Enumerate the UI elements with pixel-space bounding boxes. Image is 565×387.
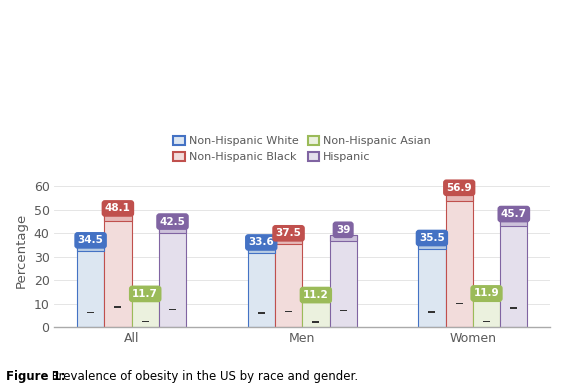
Bar bbox=[418, 244, 446, 249]
Text: 11.2: 11.2 bbox=[303, 290, 329, 300]
Y-axis label: Percentage: Percentage bbox=[15, 213, 28, 288]
Bar bbox=[105, 214, 132, 221]
Bar bbox=[142, 321, 149, 322]
Text: 34.5: 34.5 bbox=[77, 235, 103, 245]
Bar bbox=[340, 310, 346, 312]
Bar bbox=[115, 307, 121, 308]
Bar bbox=[247, 248, 275, 327]
Text: Figure 1:: Figure 1: bbox=[6, 370, 66, 383]
Bar bbox=[456, 303, 463, 304]
Text: 35.5: 35.5 bbox=[419, 233, 445, 243]
Bar bbox=[428, 312, 435, 313]
Bar bbox=[132, 300, 159, 301]
Bar bbox=[329, 236, 357, 241]
Text: 48.1: 48.1 bbox=[105, 204, 131, 213]
Text: 42.5: 42.5 bbox=[159, 217, 185, 226]
Bar bbox=[275, 239, 302, 327]
Bar bbox=[87, 312, 94, 313]
Bar bbox=[500, 220, 528, 226]
Bar bbox=[446, 194, 473, 202]
Text: Prevalence of obesity in the US by race and gender.: Prevalence of obesity in the US by race … bbox=[48, 370, 358, 383]
Text: 45.7: 45.7 bbox=[501, 209, 527, 219]
Bar bbox=[312, 321, 319, 323]
Bar bbox=[275, 239, 302, 244]
Bar bbox=[483, 321, 490, 322]
Legend: Non-Hispanic White, Non-Hispanic Black, Non-Hispanic Asian, Hispanic: Non-Hispanic White, Non-Hispanic Black, … bbox=[169, 131, 436, 166]
Bar bbox=[285, 311, 292, 312]
Bar bbox=[473, 299, 500, 327]
Text: 11.7: 11.7 bbox=[132, 289, 158, 299]
Bar bbox=[77, 246, 105, 251]
Bar bbox=[500, 220, 528, 327]
Bar bbox=[159, 227, 186, 327]
Text: 33.6: 33.6 bbox=[249, 238, 274, 247]
Bar bbox=[159, 227, 186, 233]
Bar bbox=[258, 312, 264, 313]
Text: 11.9: 11.9 bbox=[473, 288, 499, 298]
Bar bbox=[132, 300, 159, 327]
Text: 37.5: 37.5 bbox=[276, 228, 302, 238]
Text: 56.9: 56.9 bbox=[446, 183, 472, 193]
Bar bbox=[302, 301, 329, 327]
Bar bbox=[169, 309, 176, 310]
Bar bbox=[473, 299, 500, 301]
Bar bbox=[302, 301, 329, 302]
Bar bbox=[446, 194, 473, 327]
Bar bbox=[105, 214, 132, 327]
Bar bbox=[329, 236, 357, 327]
Bar bbox=[247, 248, 275, 253]
Text: 39: 39 bbox=[336, 225, 350, 235]
Bar bbox=[510, 307, 517, 309]
Bar bbox=[418, 244, 446, 327]
Bar bbox=[77, 246, 105, 327]
